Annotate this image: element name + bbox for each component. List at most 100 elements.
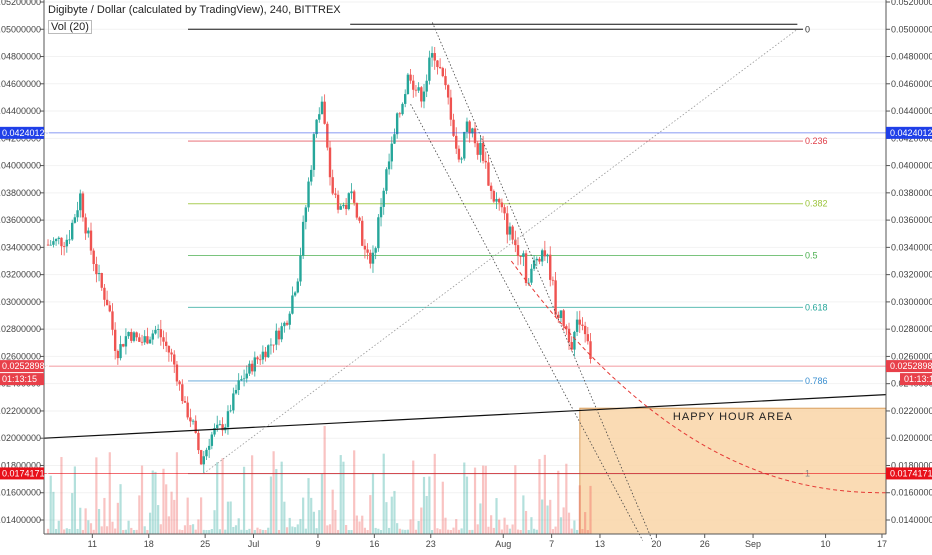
volume-bar (495, 498, 498, 534)
candle-body (97, 273, 101, 275)
candle-body (277, 330, 281, 340)
x-tick-label: 13 (595, 539, 605, 549)
candle-body (363, 245, 367, 250)
candle-body (60, 237, 63, 247)
y-tick-label-left: 0.04000000 (0, 161, 41, 171)
candle-body (54, 238, 58, 242)
candle-body (183, 401, 187, 403)
volume-bar (498, 519, 501, 534)
volume-bar (181, 529, 184, 534)
volume-bar (291, 526, 294, 534)
candle-body (465, 121, 469, 132)
candle-body (113, 329, 117, 351)
candle-body (130, 331, 133, 341)
volume-bar (68, 528, 71, 534)
candle-body (122, 344, 125, 347)
y-tick-label-right: 0.03400000 (891, 242, 932, 252)
chart-title: Digibyte / Dollar (calculated by Trading… (48, 4, 341, 16)
volume-bar (524, 510, 528, 534)
volume-bar (328, 524, 332, 534)
volume-bar (353, 450, 356, 534)
candle-body (412, 80, 415, 90)
volume-bar (237, 518, 240, 534)
volume-bar (541, 499, 544, 534)
candle-body (258, 359, 262, 361)
candle-body (463, 131, 466, 159)
candle-body (522, 253, 525, 257)
volume-bar (366, 529, 369, 534)
candle-body (111, 311, 114, 330)
candle-body (283, 322, 286, 327)
volume-bar (240, 529, 243, 534)
y-tick-label-right: 0.04400000 (891, 106, 932, 116)
volume-bar (65, 528, 68, 534)
candle-body (422, 91, 426, 102)
volume-bar (264, 530, 267, 534)
candle-body (52, 241, 55, 245)
volume-bar (589, 485, 592, 534)
candle-body (457, 148, 461, 160)
volume-bar (433, 453, 436, 534)
candle-body (164, 341, 168, 346)
candle-body (395, 113, 399, 135)
candle-body (70, 222, 74, 240)
candle-body (269, 344, 273, 346)
candle-body (326, 123, 329, 148)
candle-body (575, 319, 579, 332)
y-tick-label-left: 0.01800000 (0, 460, 41, 470)
price-marker-box-left (0, 360, 44, 373)
volume-bar (471, 529, 474, 534)
candle-body (546, 254, 549, 257)
x-tick-label: Sep (745, 539, 761, 549)
volume-bar (320, 473, 324, 534)
volume-bar (87, 520, 90, 534)
y-tick-label-right: 0.03800000 (891, 188, 932, 198)
candle-body (312, 134, 316, 170)
price-marker-label-right: 0.01741712 (890, 468, 932, 478)
candle-body (167, 345, 171, 353)
y-tick-label-left: 0.05000000 (0, 24, 41, 34)
candle-body (143, 336, 146, 343)
y-tick-label-left: 0.03400000 (0, 242, 41, 252)
volume-bar (251, 455, 254, 534)
volume-bar (111, 521, 114, 534)
volume-bar (570, 528, 573, 534)
volume-bar (60, 457, 63, 534)
x-tick-label: 10 (821, 539, 831, 549)
volume-bar (229, 501, 232, 534)
candle-body (382, 190, 385, 207)
volume-bar (559, 517, 563, 534)
candle-body (516, 245, 520, 256)
candle-body (495, 198, 498, 202)
candle-body (425, 80, 428, 92)
candle-body (127, 331, 130, 337)
candle-body (492, 190, 496, 202)
candle-body (105, 299, 109, 306)
candle-body (197, 432, 200, 451)
volume-bar (73, 466, 76, 534)
volume-bar (342, 461, 345, 534)
candle-body (428, 57, 431, 81)
candle-body (524, 253, 528, 284)
candle-body (374, 248, 377, 253)
volume-bar (374, 527, 377, 534)
candle-body (178, 381, 181, 385)
candle-body (481, 142, 485, 161)
candle-body (449, 97, 453, 120)
volume-bar (323, 425, 326, 534)
volume-bar (197, 519, 200, 534)
candle-body (417, 87, 420, 91)
volume-bar (490, 515, 493, 534)
volume-bar (186, 497, 189, 534)
countdown-box-right (900, 373, 932, 386)
candle-body (229, 410, 232, 412)
volume-bar (420, 507, 423, 534)
volume-bar (417, 520, 420, 534)
volume-bar (146, 529, 149, 534)
volume-indicator-label[interactable]: Vol (20) (48, 20, 92, 34)
volume-bar (234, 525, 238, 534)
volume-bar (463, 462, 466, 534)
volume-bar (54, 528, 58, 534)
